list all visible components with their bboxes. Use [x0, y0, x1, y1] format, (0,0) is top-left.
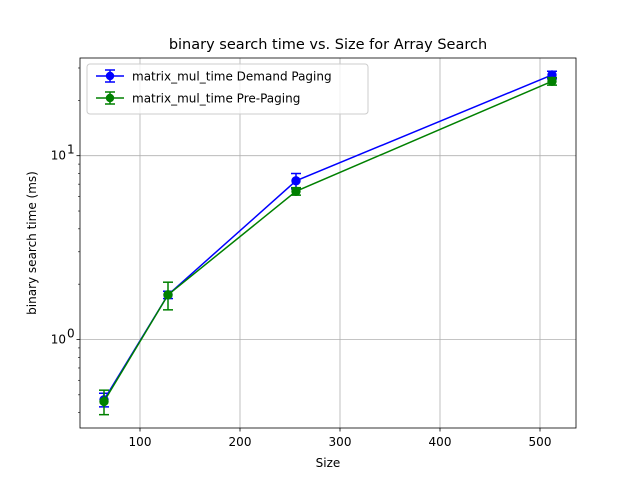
x-tick-label: 400: [429, 435, 452, 449]
plot-area: [80, 58, 576, 428]
x-tick-label: 100: [129, 435, 152, 449]
data-point: [99, 396, 109, 407]
data-point: [547, 76, 557, 86]
x-tick-label: 300: [329, 435, 352, 449]
plot-frame: [79, 57, 577, 429]
legend: matrix_mul_time Demand Paging matrix_mul_…: [86, 63, 369, 115]
y-gridlines: [80, 155, 576, 340]
chart-title: binary search time vs. Size for Array Se…: [169, 37, 487, 53]
legend-marker: [105, 93, 115, 103]
legend-entry: matrix_mul_time Demand Paging: [96, 69, 332, 84]
x-axis-ticks: 100 200 300 400 500: [129, 428, 552, 449]
y-axis-label: binary search time (ms): [25, 171, 39, 315]
legend-box: [86, 63, 369, 115]
y-tick-exponent: 1: [67, 143, 75, 157]
y-tick-label: 10: [51, 332, 66, 346]
legend-entry: matrix_mul_time Pre-Paging: [96, 91, 300, 106]
data-point: [291, 176, 301, 186]
legend-marker: [105, 71, 115, 81]
series-line: [103, 80, 553, 402]
y-tick-exponent: 0: [67, 326, 75, 340]
legend-label: matrix_mul_time Pre-Paging: [132, 92, 300, 106]
data-point: [291, 186, 301, 197]
data-point: [163, 290, 173, 300]
x-axis-label: Size: [316, 456, 341, 470]
x-tick-label: 200: [229, 435, 252, 449]
legend-items: matrix_mul_time Demand Paging matrix_mul_…: [96, 69, 332, 106]
series-layer: [99, 70, 557, 416]
x-tick-label: 500: [529, 435, 552, 449]
x-gridlines: [139, 58, 541, 428]
legend-label: matrix_mul_time Demand Paging: [132, 70, 332, 84]
series: [99, 76, 557, 416]
y-tick-label: 10: [51, 149, 66, 163]
